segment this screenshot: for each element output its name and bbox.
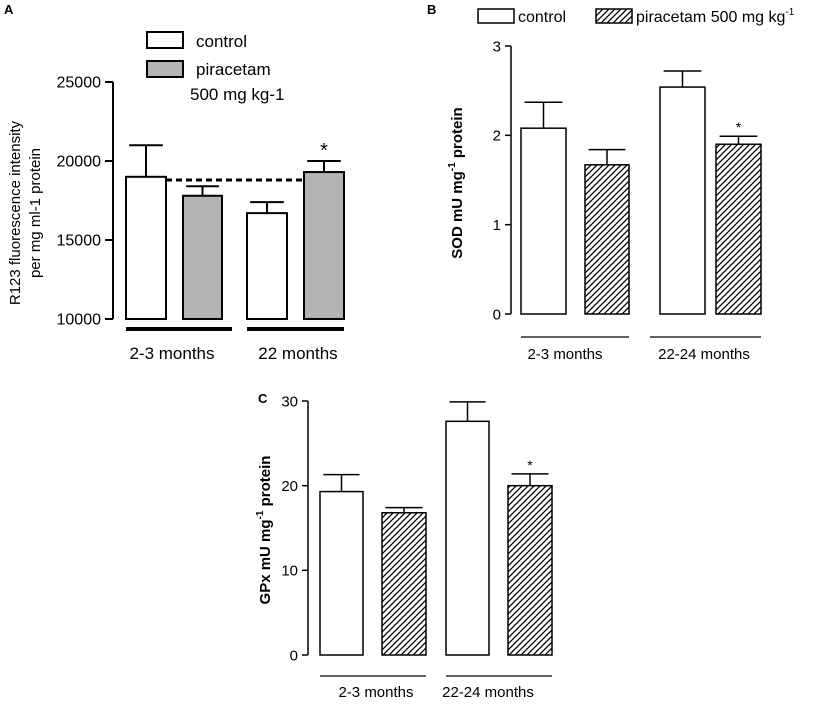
panel-a-legend-control-swatch [146, 31, 184, 49]
panel-a-ylabel-line1: R123 fluorescence intensity [7, 120, 24, 305]
panel-b-legend-drug-label: piracetam 500 mg kg-1 [636, 7, 795, 26]
panel-c-letter: C [258, 391, 268, 406]
panel-a-legend-drug-label-1: piracetam [196, 60, 271, 79]
panel-a-ylabel-line2: per mg ml-1 protein [27, 148, 44, 278]
panel-b-legend-control-swatch [477, 8, 515, 24]
panel-b-group-label-2: 22-24 months [658, 346, 750, 363]
panel-a-plot: 10000 15000 20000 25000 * [57, 75, 345, 331]
panel-b-bar-control [659, 86, 706, 315]
panel-b-plot: 0 1 2 3 * [493, 38, 762, 338]
panel-a-ytick-label: 20000 [57, 154, 102, 171]
panel-c-bar-piracetam [507, 484, 553, 656]
panel-b-significance-star: * [736, 119, 742, 135]
panel-c-ytick-label: 0 [290, 647, 298, 664]
panel-b-ytick-label: 3 [493, 38, 501, 55]
panel-a-group-label-1: 2-3 months [129, 344, 214, 363]
panel-c-significance-star: * [527, 457, 533, 473]
panel-b-ytick-label: 1 [493, 217, 501, 234]
panel-b-legend-drug-swatch [595, 8, 633, 24]
panel-b-bar-piracetam [715, 143, 762, 315]
panel-c-group-label-2: 22-24 months [442, 684, 534, 701]
panel-b-group-label-1: 2-3 months [527, 346, 602, 363]
panel-a-bar-piracetam [182, 194, 223, 320]
panel-b-ytick-label: 0 [493, 306, 501, 323]
panel-b-ytick-label: 2 [493, 128, 501, 145]
panel-c-bar-control [445, 420, 490, 656]
panel-b-legend-control-label: control [518, 9, 566, 26]
panel-a-bar-control [125, 175, 167, 320]
panel-a-legend-control-label: control [196, 32, 247, 51]
panel-a-bar-piracetam [303, 171, 345, 320]
panel-c-ytick-label: 10 [281, 563, 298, 580]
panel-c-plot: 0 10 20 30 * [281, 393, 553, 677]
panel-b-bar-control [520, 127, 567, 315]
panel-a-legend-drug-swatch [146, 60, 184, 78]
panel-b-ylabel: SOD mU mg-1 protein [447, 107, 466, 258]
panel-b-letter: B [427, 2, 436, 17]
panel-a-letter: A [4, 2, 14, 17]
panel-a-bar-control [246, 212, 288, 320]
panel-c-group-label-1: 2-3 months [338, 684, 413, 701]
panel-c-bar-piracetam [381, 512, 427, 656]
panel-a-legend-drug-label-2: 500 mg kg-1 [190, 85, 285, 104]
panel-a-group-label-2: 22 months [258, 344, 337, 363]
panel-a-significance-star: * [320, 140, 328, 162]
panel-c-ytick-label: 30 [281, 393, 298, 410]
panel-a-ytick-label: 25000 [57, 75, 102, 92]
panel-a-ytick-label: 10000 [57, 312, 102, 329]
panel-b-bar-piracetam [584, 164, 630, 315]
panel-a-ytick-label: 15000 [57, 233, 102, 250]
panel-c-ytick-label: 20 [281, 478, 298, 495]
panel-c-ylabel: GPx mU mg-1 protein [255, 456, 274, 605]
panel-c-bar-control [319, 490, 364, 656]
